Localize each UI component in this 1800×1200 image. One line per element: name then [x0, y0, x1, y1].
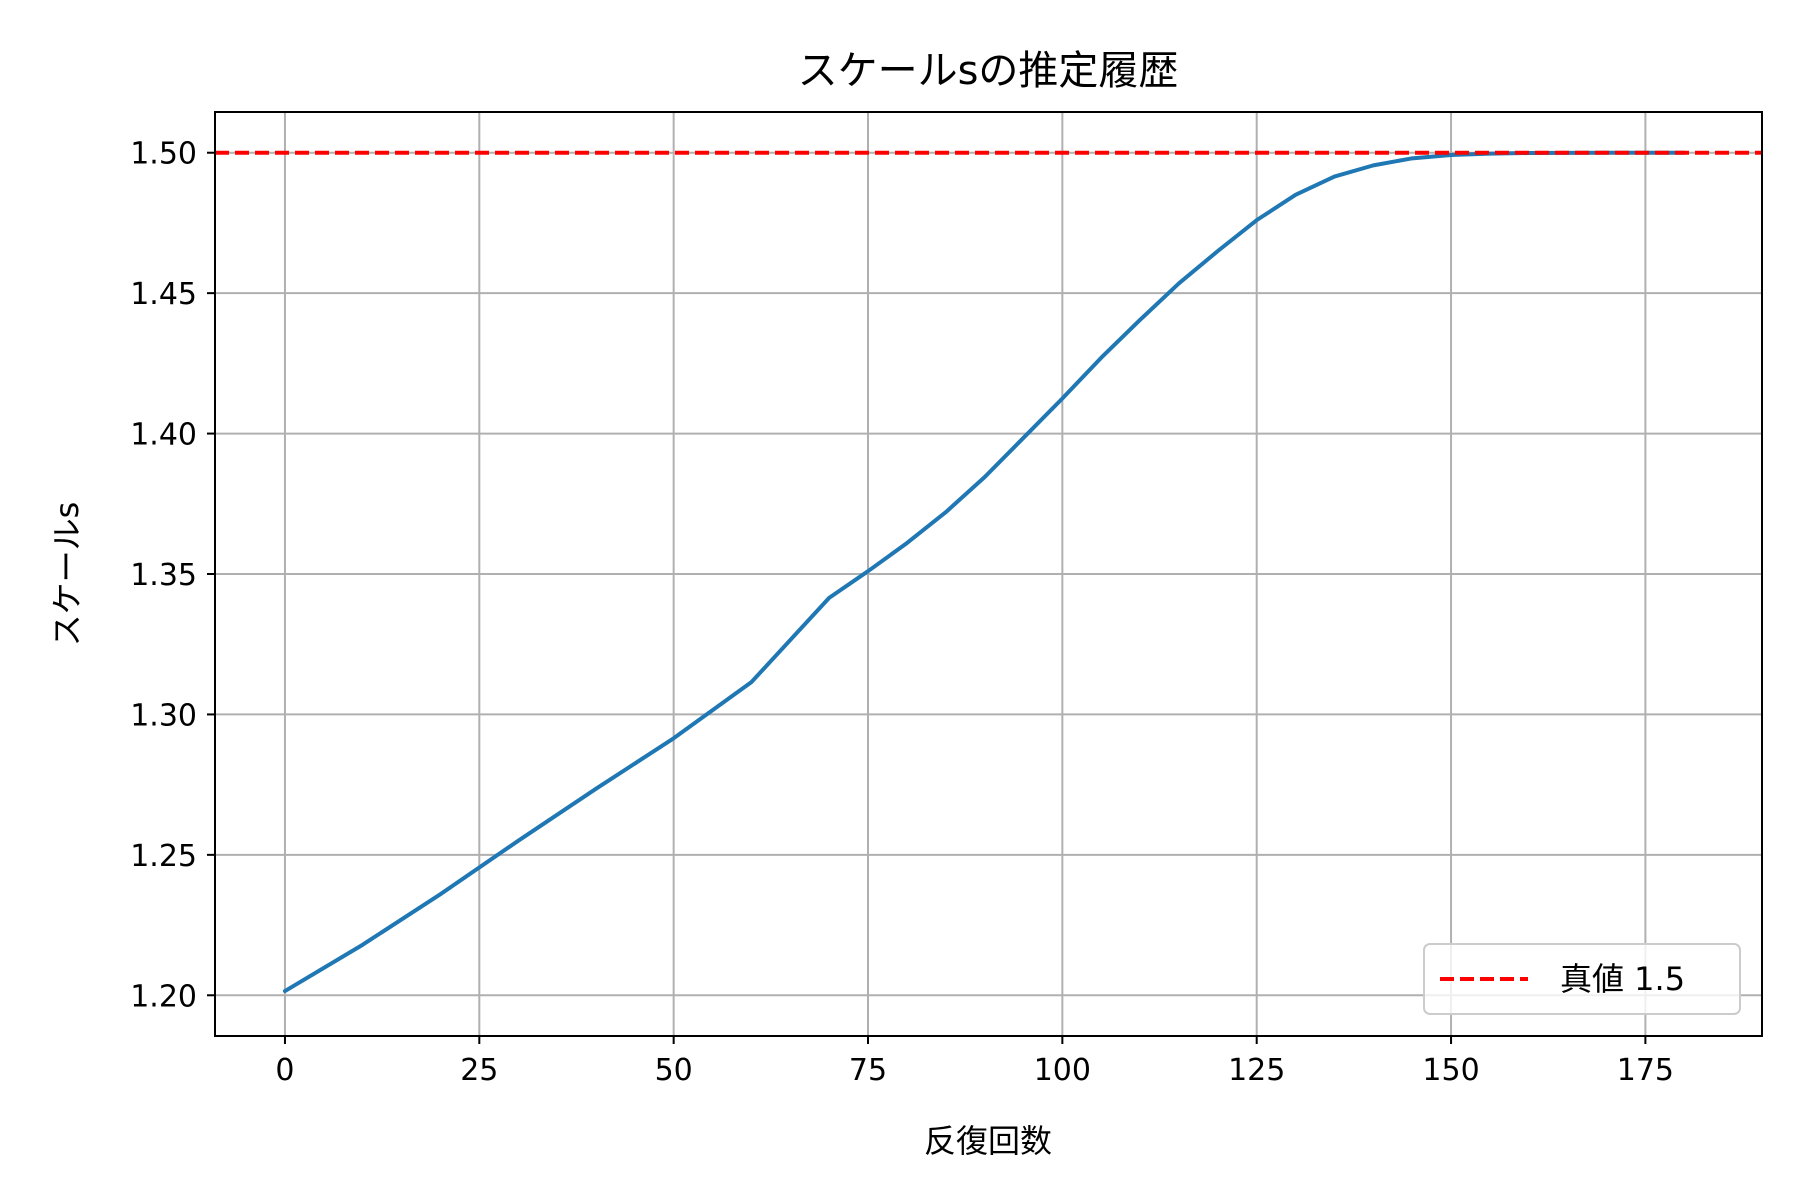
- series-layer: [215, 150, 1762, 994]
- x-axis-title: 反復回数: [924, 1122, 1052, 1160]
- ticks: 0 25 50 75 100 125 150 175 1.20 1.25 1.30 1.35 1.40 1…: [130, 137, 1674, 1088]
- y-tick-label: 1.30: [130, 698, 197, 733]
- x-tick-label: 0: [275, 1053, 294, 1088]
- y-tick-label: 1.50: [130, 137, 197, 172]
- y-tick-label: 1.25: [130, 839, 197, 874]
- y-tick-label: 1.45: [130, 277, 197, 312]
- x-tick-label: 50: [655, 1053, 693, 1088]
- y-tick-label: 1.35: [130, 558, 197, 593]
- x-tick-label: 100: [1034, 1053, 1091, 1088]
- legend: 真値 1.5: [1423, 943, 1741, 1015]
- x-tick-label: 150: [1422, 1053, 1479, 1088]
- legend-label-reference: 真値 1.5: [1560, 960, 1685, 998]
- y-tick-label: 1.20: [130, 979, 197, 1014]
- chart-title: スケールsの推定履歴: [798, 48, 1179, 94]
- x-tick-label: 125: [1228, 1053, 1285, 1088]
- series-line-scale: [282, 150, 1687, 994]
- legend-box: [1423, 943, 1741, 1015]
- x-tick-label: 25: [460, 1053, 498, 1088]
- grid: [215, 112, 1762, 1036]
- x-tick-label: 175: [1617, 1053, 1674, 1088]
- y-tick-label: 1.40: [130, 418, 197, 453]
- x-tick-label: 75: [849, 1053, 887, 1088]
- y-axis-title: スケールs: [48, 502, 86, 647]
